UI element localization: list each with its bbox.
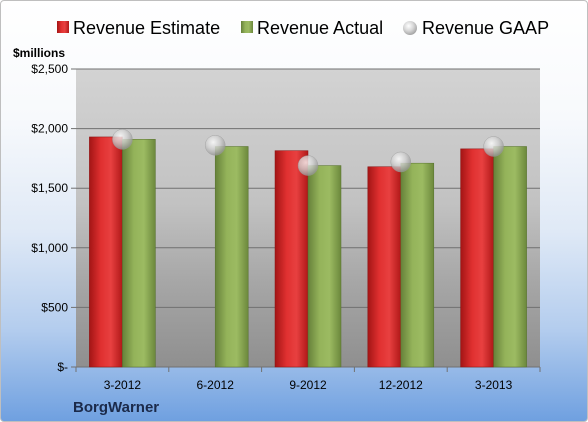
legend-marker-gaap: [403, 21, 417, 35]
marker-revenue-gaap: [112, 129, 133, 150]
y-tick-label: $2,500: [31, 62, 68, 76]
x-tick-label: 6-2012: [197, 378, 235, 392]
legend-item-estimate: Revenue Estimate: [57, 18, 220, 38]
legend-item-gaap: Revenue GAAP: [403, 18, 549, 38]
legend-item-actual: Revenue Actual: [241, 18, 383, 38]
y-tick-label: $-: [57, 360, 68, 374]
bar-revenue-actual: [400, 162, 435, 368]
y-tick-label: $1,500: [31, 181, 68, 195]
marker-revenue-gaap: [297, 155, 319, 176]
bar-revenue-estimate: [274, 150, 309, 368]
bars: [89, 136, 527, 368]
legend-swatch-actual: [241, 21, 253, 33]
x-tick-label: 3-2013: [475, 378, 513, 392]
bar-revenue-estimate: [89, 136, 123, 368]
legend-swatch-estimate: [57, 21, 69, 33]
y-tick-label: $2,000: [31, 122, 68, 136]
legend: Revenue Estimate Revenue Actual Revenue …: [57, 18, 549, 38]
x-tick-label: 3-2012: [104, 378, 142, 392]
marker-revenue-gaap: [483, 136, 504, 157]
legend-label-gaap: Revenue GAAP: [422, 18, 549, 38]
legend-label-estimate: Revenue Estimate: [73, 18, 220, 38]
x-tick-label: 9-2012: [289, 378, 327, 392]
y-tick-label: $1,000: [31, 241, 68, 255]
y-tick-label: $500: [41, 300, 68, 314]
bar-revenue-actual: [307, 165, 342, 368]
bar-revenue-actual: [214, 146, 249, 368]
bar-revenue-actual: [122, 139, 156, 368]
legend-label-actual: Revenue Actual: [257, 18, 383, 38]
marker-revenue-gaap: [390, 151, 412, 173]
company-name: BorgWarner: [73, 399, 159, 416]
gaap-markers: [112, 129, 504, 176]
bar-revenue-estimate: [460, 148, 494, 368]
bar-revenue-estimate: [367, 166, 402, 368]
marker-revenue-gaap: [204, 135, 226, 156]
bar-revenue-actual: [493, 146, 527, 368]
x-tick-label: 12-2012: [379, 378, 423, 392]
y-axis-unit-label: $millions: [13, 46, 65, 60]
x-axis-ticks: 3-2012 6-2012 9-2012 12-2012 3-2013: [75, 367, 541, 392]
